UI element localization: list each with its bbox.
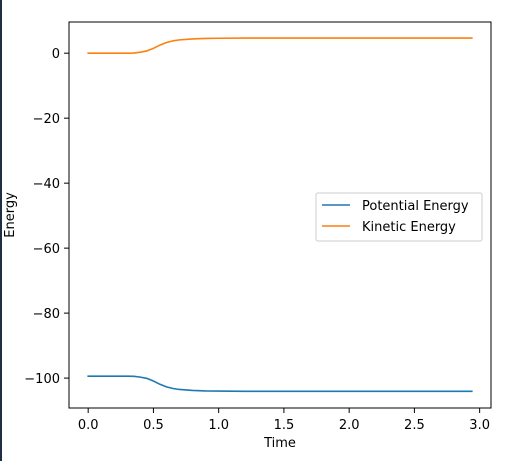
series-line-kinetic-energy: [87, 37, 473, 54]
x-tick-label: 3.0: [469, 418, 490, 433]
series-lines: [87, 37, 473, 393]
y-tick-label: −40: [33, 177, 60, 192]
axes-frame: [68, 21, 492, 409]
x-tick-label: 2.0: [339, 418, 360, 433]
x-axis-label: Time: [263, 436, 296, 451]
ticks-layer: 0.0 0.5 1.0 1.5 2.0 2.5 3.0 0 −20 −40 −60 −80 −100: [24, 47, 490, 433]
x-tick-label: 1.5: [274, 418, 295, 433]
legend-entry: Potential Energy: [362, 199, 469, 214]
y-axis-label: Energy: [3, 192, 18, 238]
y-tick-label: −20: [33, 112, 60, 127]
legend-entry: Kinetic Energy: [362, 220, 456, 235]
window-left-edge: [0, 0, 2, 461]
legend: Potential Energy Kinetic Energy: [315, 192, 483, 242]
legend-box: [315, 192, 483, 242]
y-tick-label: −100: [24, 372, 60, 387]
series-line-potential-energy: [87, 375, 473, 393]
y-tick-label: −60: [33, 242, 60, 257]
y-tick-label: 0: [52, 47, 60, 62]
x-tick-label: 0.0: [78, 418, 99, 433]
x-tick-label: 2.5: [404, 418, 425, 433]
x-tick-label: 0.5: [143, 418, 164, 433]
x-tick-label: 1.0: [208, 418, 229, 433]
y-tick-label: −80: [33, 307, 60, 322]
